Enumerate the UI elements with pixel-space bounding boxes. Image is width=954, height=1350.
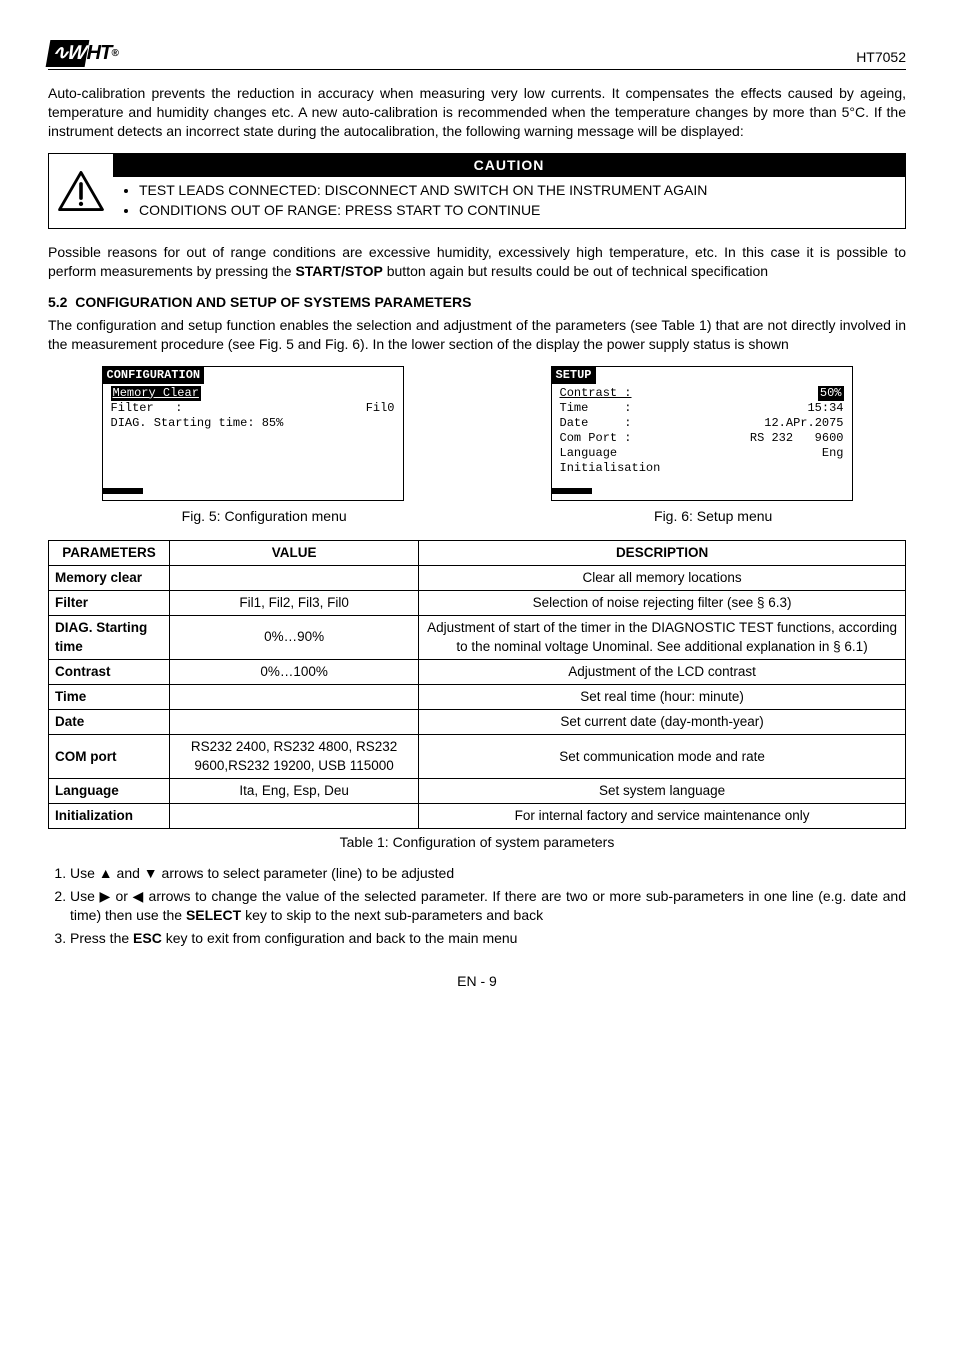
param-value: 0%…90% — [170, 616, 419, 659]
param-description: Adjustment of start of the timer in the … — [419, 616, 906, 659]
param-name: Initialization — [49, 804, 170, 829]
param-name: COM port — [49, 735, 170, 778]
param-value: RS232 2400, RS232 4800, RS232 9600,RS232… — [170, 735, 419, 778]
param-value: 0%…100% — [170, 659, 419, 684]
post-caution-paragraph: Possible reasons for out of range condit… — [48, 243, 906, 281]
param-description: Set real time (hour: minute) — [419, 685, 906, 710]
lcd-selected-row: Memory Clear — [111, 386, 201, 401]
param-name: DIAG. Starting time — [49, 616, 170, 659]
caution-box: CAUTION TEST LEADS CONNECTED: DISCONNECT… — [48, 153, 906, 230]
lcd-config-wrapper: CONFIGURATION Memory Clear Filter :Fil0 … — [102, 366, 404, 501]
caution-item: CONDITIONS OUT OF RANGE: PRESS START TO … — [139, 201, 897, 220]
section-heading: 5.2 CONFIGURATION AND SETUP OF SYSTEMS P… — [48, 293, 906, 312]
lcd-setup-wrapper: SETUP Contrast :50% Time :15:34 Date :12… — [551, 366, 853, 501]
lcd-title: SETUP — [552, 367, 596, 384]
page-footer: EN - 9 — [48, 972, 906, 991]
param-value: Fil1, Fil2, Fil3, Fil0 — [170, 591, 419, 616]
table-header: DESCRIPTION — [419, 540, 906, 565]
param-value — [170, 710, 419, 735]
table-row: FilterFil1, Fil2, Fil3, Fil0Selection of… — [49, 591, 906, 616]
param-name: Memory clear — [49, 565, 170, 590]
param-value — [170, 565, 419, 590]
table-row: Date Set current date (day-month-year) — [49, 710, 906, 735]
table-row: LanguageIta, Eng, Esp, DeuSet system lan… — [49, 778, 906, 803]
warning-icon-cell — [49, 154, 113, 229]
lcd-footer-bar — [552, 488, 592, 494]
param-description: Selection of noise rejecting filter (see… — [419, 591, 906, 616]
section-body: The configuration and setup function ena… — [48, 316, 906, 354]
param-description: For internal factory and service mainten… — [419, 804, 906, 829]
param-description: Adjustment of the LCD contrast — [419, 659, 906, 684]
model-number: HT7052 — [856, 48, 906, 67]
lcd-title: CONFIGURATION — [103, 367, 205, 384]
intro-paragraph: Auto-calibration prevents the reduction … — [48, 84, 906, 141]
figure-6-caption: Fig. 6: Setup menu — [654, 507, 772, 526]
table-caption: Table 1: Configuration of system paramet… — [48, 833, 906, 852]
lcd-footer-bar — [103, 488, 143, 494]
param-description: Clear all memory locations — [419, 565, 906, 590]
table-header: VALUE — [170, 540, 419, 565]
table-header: PARAMETERS — [49, 540, 170, 565]
param-value — [170, 685, 419, 710]
table-row: Contrast0%…100%Adjustment of the LCD con… — [49, 659, 906, 684]
lcd-configuration: CONFIGURATION Memory Clear Filter :Fil0 … — [102, 366, 404, 501]
param-name: Language — [49, 778, 170, 803]
caution-title: CAUTION — [113, 154, 905, 177]
figure-5-caption: Fig. 5: Configuration menu — [182, 507, 347, 526]
param-description: Set system language — [419, 778, 906, 803]
caution-item: TEST LEADS CONNECTED: DISCONNECT AND SWI… — [139, 181, 897, 200]
table-row: DIAG. Starting time0%…90%Adjustment of s… — [49, 616, 906, 659]
lcd-setup: SETUP Contrast :50% Time :15:34 Date :12… — [551, 366, 853, 501]
table-row: COM portRS232 2400, RS232 4800, RS232 96… — [49, 735, 906, 778]
param-value — [170, 804, 419, 829]
param-description: Set communication mode and rate — [419, 735, 906, 778]
param-description: Set current date (day-month-year) — [419, 710, 906, 735]
param-name: Contrast — [49, 659, 170, 684]
table-row: Time Set real time (hour: minute) — [49, 685, 906, 710]
param-name: Time — [49, 685, 170, 710]
page-header: ∿WHT® HT7052 — [48, 40, 906, 70]
step-item: Use ▲ and ▼ arrows to select parameter (… — [70, 864, 906, 883]
step-item: Press the ESC key to exit from configura… — [70, 929, 906, 948]
param-value: Ita, Eng, Esp, Deu — [170, 778, 419, 803]
table-row: Memory clear Clear all memory locations — [49, 565, 906, 590]
warning-icon — [58, 171, 104, 211]
brand-logo: ∿WHT® — [48, 40, 118, 67]
lcd-screenshots-row: CONFIGURATION Memory Clear Filter :Fil0 … — [48, 366, 906, 501]
param-name: Filter — [49, 591, 170, 616]
parameters-table: PARAMETERS VALUE DESCRIPTION Memory clea… — [48, 540, 906, 830]
caution-body: TEST LEADS CONNECTED: DISCONNECT AND SWI… — [113, 177, 905, 229]
steps-list: Use ▲ and ▼ arrows to select parameter (… — [48, 864, 906, 948]
table-row: Initialization For internal factory and s… — [49, 804, 906, 829]
logo-badge: ∿W — [46, 40, 89, 67]
step-item: Use ▶ or ◀ arrows to change the value of… — [70, 887, 906, 925]
param-name: Date — [49, 710, 170, 735]
